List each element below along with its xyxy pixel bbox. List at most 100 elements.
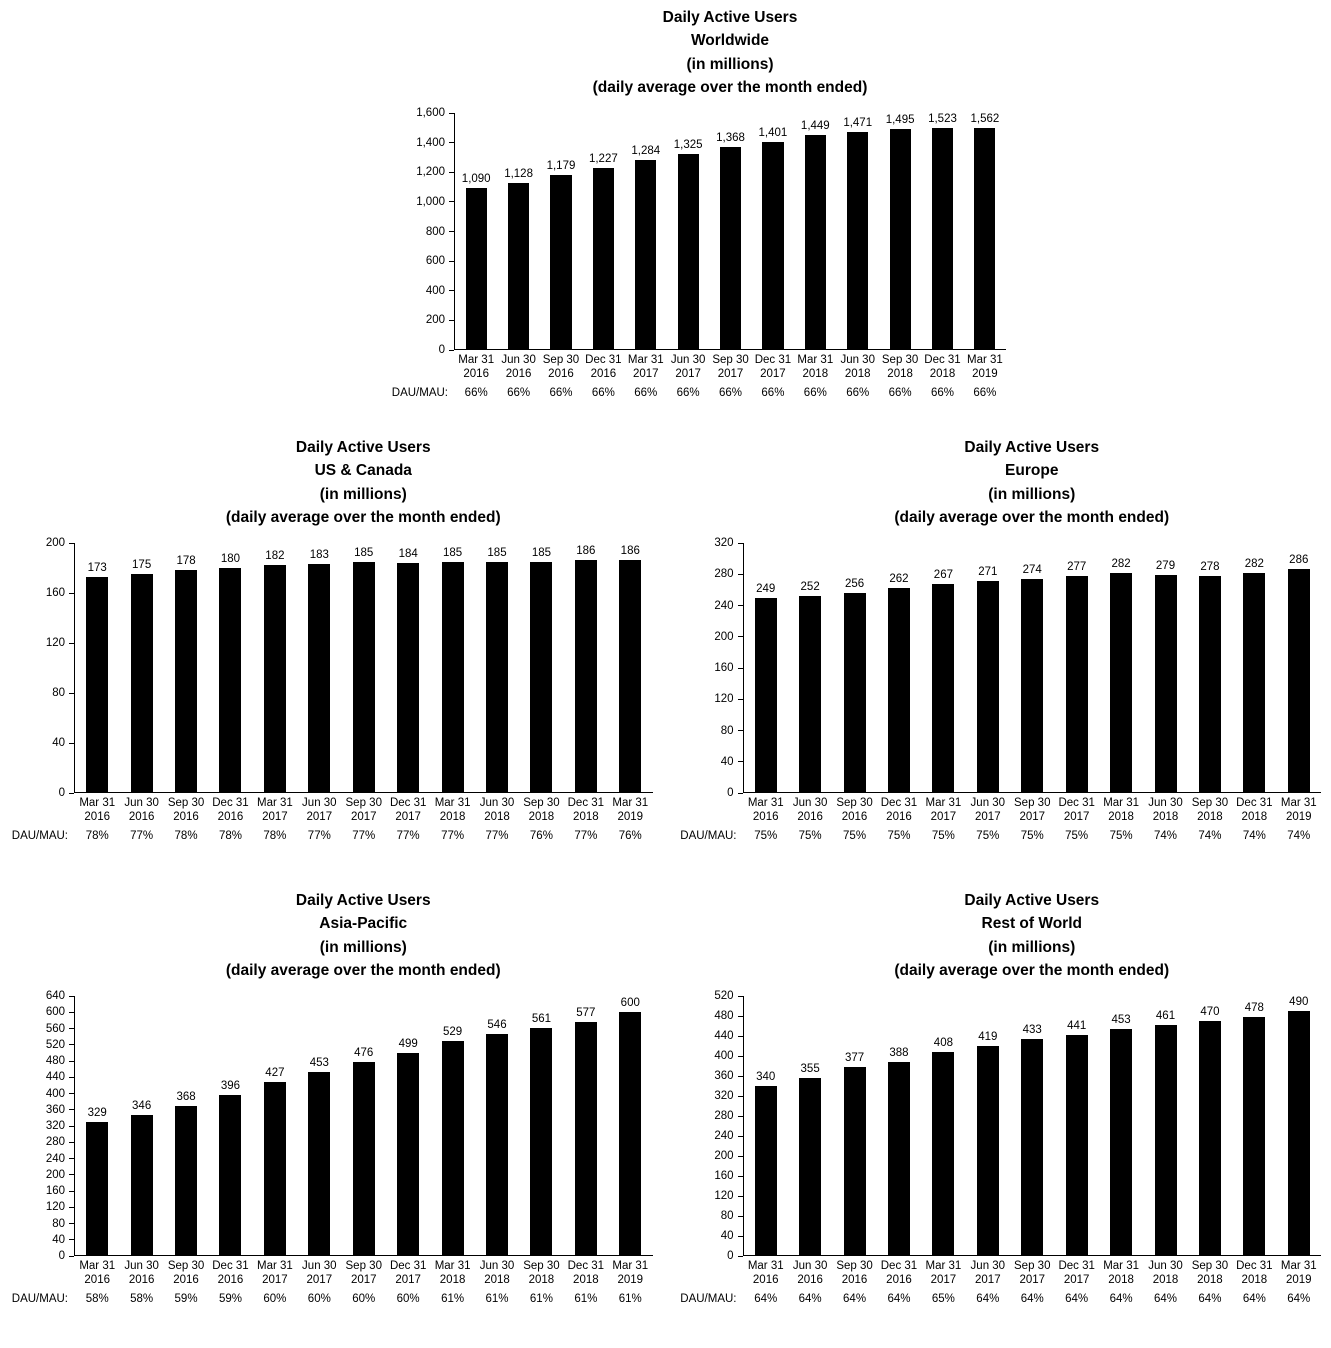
y-tick-mark — [737, 1235, 743, 1237]
bar-slot: 186 — [608, 543, 652, 792]
bar-value-label: 1,471 — [843, 117, 873, 130]
x-category-label: Jun 30 2016 — [497, 353, 539, 381]
bar-value-label: 1,090 — [461, 173, 491, 186]
x-category-year: 2017 — [350, 1274, 377, 1286]
x-category-year: 2017 — [395, 811, 421, 823]
x-category-year: 2017 — [350, 811, 377, 823]
x-category-year: 2018 — [573, 811, 599, 823]
x-category-year: 2017 — [306, 1274, 333, 1286]
bar-slot: 183 — [297, 543, 341, 792]
bar-value-label: 1,179 — [546, 160, 576, 173]
dau-mau-value: 66% — [761, 387, 785, 399]
x-category-label: Mar 31 2016 — [744, 796, 788, 824]
x-category-year: 2018 — [1197, 811, 1223, 823]
x-category-label: Mar 31 2016 — [75, 1259, 119, 1287]
x-category-label: Mar 31 2018 — [430, 796, 474, 824]
bar-slot: 1,128 — [497, 113, 539, 349]
dau-mau-value: 75% — [1020, 830, 1044, 842]
bar — [574, 1021, 597, 1255]
x-category-label: Jun 30 2016 — [788, 796, 832, 824]
bar-slot: 461 — [1143, 996, 1187, 1255]
dau-mau-value: 78% — [218, 830, 242, 842]
x-category-date: Sep 30 — [167, 797, 205, 809]
dau-mau-value: 78% — [263, 830, 287, 842]
y-tick-mark — [449, 171, 454, 173]
bar-slot: 377 — [832, 996, 876, 1255]
bar-value-label: 183 — [309, 549, 329, 562]
x-category-label: Mar 31 2018 — [794, 353, 836, 381]
x-category-label: Sep 30 2016 — [164, 1259, 208, 1287]
y-tick-label: 80 — [52, 687, 65, 699]
x-category-label: Mar 31 2016 — [455, 353, 497, 381]
dau-mau-value: 61% — [574, 1293, 598, 1305]
y-tick-label: 160 — [45, 1185, 65, 1197]
x-axis: Mar 31 2016 Jun 30 2016 Sep 30 2016 Dec 31 2016… — [679, 1259, 1322, 1287]
dau-mau-label: DAU/MAU: — [680, 1293, 737, 1305]
x-category-date: Jun 30 — [124, 1260, 159, 1272]
bar-slot: 388 — [877, 996, 921, 1255]
x-category-year: 2017 — [930, 811, 957, 823]
dau-mau-value: 64% — [887, 1293, 911, 1305]
x-category-year: 2018 — [929, 368, 956, 380]
x-category-year: 2016 — [548, 368, 574, 380]
dau-mau-value: 66% — [634, 387, 658, 399]
x-category-date: Mar 31 — [458, 354, 495, 366]
y-tick-label: 120 — [45, 1201, 65, 1214]
y-tick-mark — [69, 1011, 74, 1013]
x-category-label: Dec 31 2016 — [582, 353, 624, 381]
chart-title-line: Daily Active Users — [964, 439, 1100, 456]
dau-mau-value: 75% — [843, 830, 867, 842]
chart-europe: Daily Active Users Europe (in millions) (da… — [679, 436, 1321, 843]
y-tick-label: 40 — [52, 1233, 65, 1246]
bar-slot: 286 — [1277, 543, 1321, 792]
dau-mau-row: DAU/MAU: 58% 58% 59% 59% 60% 60% 60% 60% 61% 61% 61… — [10, 1292, 653, 1306]
bar-value-label: 184 — [398, 547, 418, 560]
x-category-date: Mar 31 — [747, 1260, 784, 1272]
chart-body: 0 40 80 120 160 200 240 280 320 360 400 440 480 520 34… — [679, 990, 1321, 1262]
x-category-year: 2016 — [841, 1274, 868, 1286]
y-tick-mark — [69, 1141, 74, 1143]
x-category-label: Mar 31 2019 — [608, 1259, 652, 1287]
y-axis: 0 200 400 600 800 1,000 1,200 1,400 1,600 — [390, 107, 454, 356]
x-category-year: 2016 — [84, 811, 110, 823]
bar-slot: 173 — [75, 543, 119, 792]
bar-value-label: 490 — [1289, 996, 1309, 1008]
dau-mau-value: 64% — [754, 1293, 778, 1305]
bar — [592, 168, 614, 349]
x-category-year: 2019 — [617, 1274, 644, 1286]
x-category-label: Sep 30 2016 — [832, 1259, 876, 1287]
x-category-date: Mar 31 — [1103, 1260, 1139, 1272]
bar-value-label: 470 — [1200, 1005, 1220, 1018]
x-category-year: 2016 — [128, 1274, 155, 1286]
x-category-date: Dec 31 — [1058, 797, 1095, 809]
y-tick-label: 0 — [58, 787, 65, 799]
y-tick-mark — [449, 260, 454, 262]
x-category-label: Sep 30 2018 — [519, 1259, 563, 1287]
x-category-label: Dec 31 2018 — [564, 1259, 608, 1287]
x-category-label: Jun 30 2017 — [297, 796, 341, 824]
y-tick-mark — [737, 573, 743, 575]
bar-value-label: 427 — [265, 1067, 285, 1080]
bar-slot: 180 — [208, 543, 252, 792]
dau-mau-value: 75% — [798, 830, 822, 842]
y-tick-label: 80 — [720, 724, 734, 737]
bar-value-label: 279 — [1155, 559, 1176, 572]
dau-mau-value: 61% — [618, 1293, 642, 1305]
bar — [1065, 576, 1088, 792]
bar — [352, 561, 375, 792]
bar — [352, 1062, 375, 1255]
bar — [799, 1078, 822, 1255]
y-tick-label: 200 — [714, 1150, 734, 1162]
x-category-date: Mar 31 — [1280, 1260, 1317, 1272]
bar-slot: 346 — [119, 996, 163, 1255]
y-tick-label: 200 — [714, 630, 734, 643]
bar — [719, 147, 742, 349]
x-category-label: Jun 30 2016 — [119, 796, 163, 824]
bar — [677, 153, 699, 349]
bar-slot: 184 — [386, 543, 430, 792]
dau-mau-value: 66% — [973, 387, 997, 399]
x-category-date: Mar 31 — [925, 797, 962, 809]
plot-area: 1,090 1,128 1,179 1,227 1,284 1,325 1,368 1,401… — [454, 113, 1006, 350]
bar-value-label: 355 — [800, 1063, 820, 1076]
bar-slot: 546 — [475, 996, 519, 1255]
